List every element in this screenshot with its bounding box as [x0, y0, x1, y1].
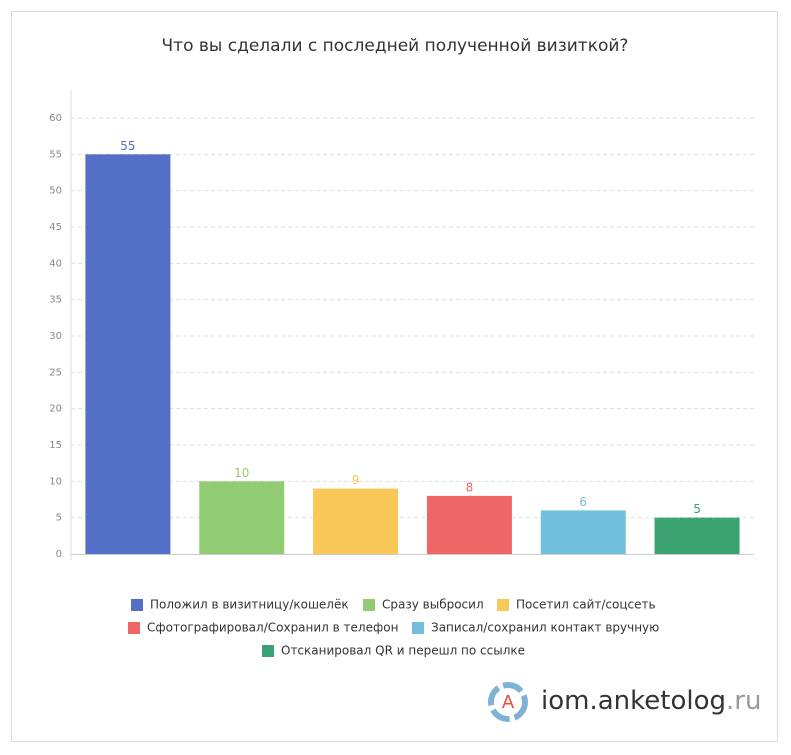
bar: [654, 517, 740, 554]
y-tick-label: 45: [49, 222, 62, 233]
value-label: 55: [120, 139, 135, 153]
logo: A: [488, 682, 528, 722]
y-tick-label: 20: [49, 404, 62, 415]
bar: [540, 510, 626, 554]
y-tick-label: 10: [49, 476, 62, 487]
legend-swatch: [262, 645, 274, 657]
legend-swatch: [131, 599, 143, 611]
legend-swatch: [363, 599, 375, 611]
value-label: 5: [693, 502, 701, 516]
value-label: 9: [352, 473, 360, 487]
y-tick-label: 55: [49, 149, 62, 160]
bar: [313, 488, 399, 554]
y-tick-label: 25: [49, 367, 62, 378]
y-tick-label: 15: [49, 440, 62, 451]
legend-label: Записал/сохранил контакт вручную: [431, 621, 659, 635]
legend-swatch: [128, 622, 140, 634]
y-tick-label: 0: [56, 549, 62, 560]
y-tick-label: 5: [56, 513, 62, 524]
watermark-main: iom.anketolog: [541, 686, 726, 716]
legend-label: Положил в визитницу/кошелёк: [150, 598, 349, 612]
bar: [199, 481, 285, 554]
y-tick-label: 30: [49, 331, 62, 342]
logo-ring: [488, 682, 528, 722]
value-label: 8: [466, 480, 474, 494]
logo-core: [496, 690, 520, 714]
legend-label: Отсканировал QR и перешл по ссылке: [281, 644, 525, 658]
value-label: 6: [579, 495, 587, 509]
legend-swatch: [412, 622, 424, 634]
bar: [85, 154, 171, 555]
legend-label: Посетил сайт/соцсеть: [516, 598, 656, 612]
legend-swatch: [497, 599, 509, 611]
logo-letter: A: [502, 692, 515, 713]
value-label: 10: [234, 466, 249, 480]
chart-title: Что вы сделали с последней полученной ви…: [162, 36, 629, 56]
bar: [426, 495, 512, 554]
y-tick-label: 35: [49, 295, 62, 306]
y-tick-label: 50: [49, 186, 62, 197]
watermark: iom.anketolog.ru: [541, 686, 761, 716]
watermark-suffix: .ru: [726, 686, 761, 716]
legend-label: Сфотографировал/Сохранил в телефон: [147, 621, 398, 635]
y-tick-label: 40: [49, 258, 62, 269]
y-tick-label: 60: [49, 113, 62, 124]
legend-label: Сразу выбросил: [382, 598, 484, 612]
